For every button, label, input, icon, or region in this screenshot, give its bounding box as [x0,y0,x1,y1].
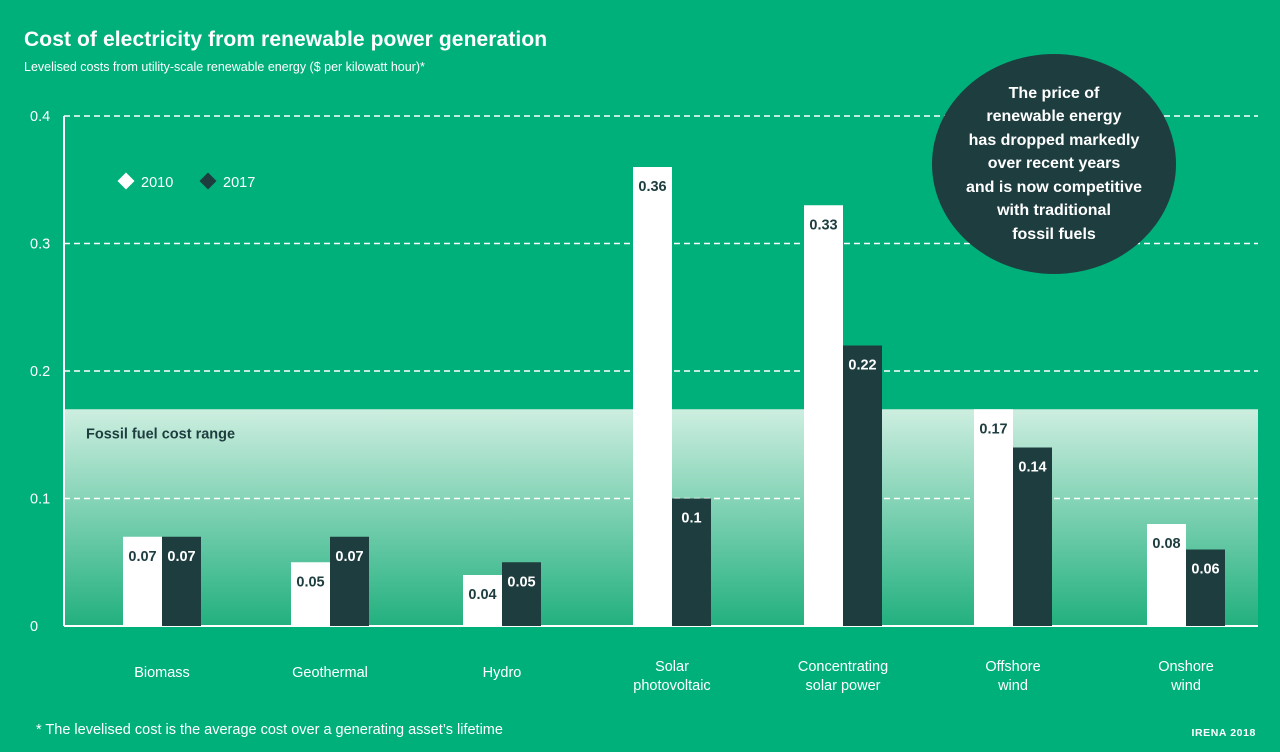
bar-2010-2 [463,575,502,626]
bar-label-2017-3: 0.1 [681,511,701,527]
x-tick-label-0-0: Biomass [134,665,190,681]
bar-label-2010-2: 0.04 [468,587,496,603]
y-tick-label-1: 0.1 [30,492,50,508]
bar-label-2010-3: 0.36 [638,179,666,195]
bar-label-2017-1: 0.07 [335,549,363,565]
y-tick-label-4: 0.4 [30,109,50,125]
bar-2010-4 [804,205,843,626]
source-credit: IRENA 2018 [1191,727,1256,739]
bar-2010-1 [291,562,330,626]
x-tick-label-5-1: wind [997,678,1028,694]
y-tick-label-3: 0.3 [30,237,50,253]
bar-2017-2 [502,562,541,626]
x-tick-label-4-1: solar power [806,678,881,694]
y-tick-label-2: 0.2 [30,364,50,380]
x-tick-label-2-0: Hydro [483,665,522,681]
bars: 0.07 0.07 0.05 0.07 0.04 0.05 0.36 0.1 0.33 0.22 0… [123,167,1225,626]
bar-2017-6 [1186,549,1225,626]
x-tick-label-5-0: Offshore [985,659,1040,675]
bar-label-2010-0: 0.07 [128,549,156,565]
bar-2017-0 [162,536,201,626]
chart-subtitle: Levelised costs from utility-scale renew… [24,60,425,74]
bar-2010-6 [1147,524,1186,626]
x-tick-label-3-0: Solar [655,659,689,675]
x-tick-label-6-1: wind [1170,678,1201,694]
bar-2017-3 [672,498,711,626]
bar-2017-1 [330,536,369,626]
bar-label-2010-5: 0.17 [979,421,1007,437]
bar-label-2017-5: 0.14 [1018,460,1046,476]
x-tick-label-3-1: photovoltaic [633,678,710,694]
legend-marker-0 [117,172,135,190]
bar-2010-3 [633,167,672,626]
bar-2010-5 [974,409,1013,626]
legend-label-0: 2010 [141,175,173,191]
bar-label-2010-1: 0.05 [296,574,324,590]
callout-text: The price of renewable energy has droppe… [965,84,1143,243]
bar-2010-0 [123,536,162,626]
legend-marker-1 [199,172,217,190]
bar-2017-4 [843,345,882,626]
bar-label-2010-4: 0.33 [809,217,837,233]
legend: 2010 2017 [117,172,255,191]
x-tick-label-4-0: Concentrating [798,659,888,675]
bar-label-2010-6: 0.08 [1152,536,1180,552]
x-tick-label-1-0: Geothermal [292,665,368,681]
bar-label-2017-6: 0.06 [1191,562,1219,578]
x-axis-labels: Biomass Geothermal Hydro Solar photovoltaic C… [134,659,1214,694]
chart-title: Cost of electricity from renewable power… [24,28,548,51]
legend-label-1: 2017 [223,175,255,191]
bar-2017-5 [1013,447,1052,626]
bar-label-2017-2: 0.05 [507,574,535,590]
callout-bubble: The price of renewable energy has droppe… [932,54,1176,274]
footnote: * The levelised cost is the average cost… [36,722,503,738]
bar-label-2017-0: 0.07 [167,549,195,565]
fossil-fuel-band-label: Fossil fuel cost range [86,426,235,442]
x-tick-label-6-0: Onshore [1158,659,1214,675]
y-tick-label-0: 0 [30,619,38,635]
bar-label-2017-4: 0.22 [848,358,876,374]
